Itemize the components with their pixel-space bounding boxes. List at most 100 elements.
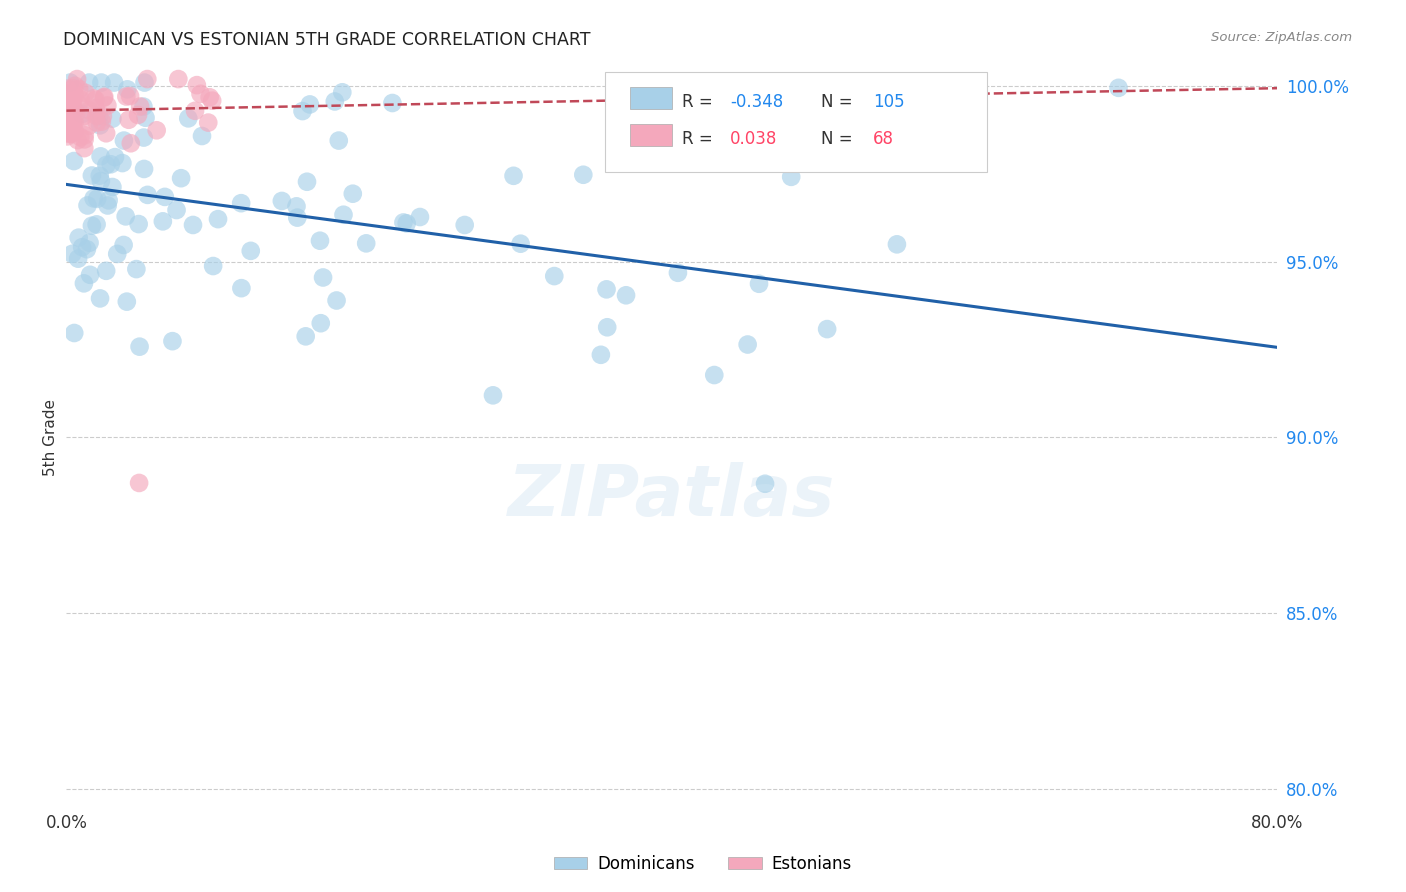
Point xyxy=(117,82,139,96)
Text: 0.038: 0.038 xyxy=(730,129,778,148)
Point xyxy=(56,93,79,107)
Point xyxy=(93,91,115,105)
Point xyxy=(103,76,125,90)
Point xyxy=(96,264,118,278)
Text: 68: 68 xyxy=(873,129,894,148)
Y-axis label: 5th Grade: 5th Grade xyxy=(44,399,58,475)
Point xyxy=(101,112,124,126)
Point xyxy=(127,108,149,122)
Point xyxy=(295,175,318,189)
Point xyxy=(323,95,346,109)
Point xyxy=(128,217,150,231)
Point xyxy=(97,194,120,208)
Point xyxy=(134,76,156,90)
Point xyxy=(77,119,100,133)
Point xyxy=(509,236,531,251)
Point xyxy=(120,89,142,103)
Point xyxy=(75,86,97,100)
Point xyxy=(56,87,79,101)
Point xyxy=(80,169,103,183)
Point xyxy=(67,82,90,96)
Point xyxy=(73,277,96,291)
Point xyxy=(198,90,221,104)
Point xyxy=(59,103,82,117)
Point xyxy=(190,87,212,101)
Point xyxy=(56,96,79,111)
Text: DOMINICAN VS ESTONIAN 5TH GRADE CORRELATION CHART: DOMINICAN VS ESTONIAN 5TH GRADE CORRELAT… xyxy=(63,31,591,49)
Point xyxy=(115,294,138,309)
Point xyxy=(120,136,142,151)
Point xyxy=(67,230,90,244)
Point xyxy=(101,180,124,194)
Point xyxy=(59,114,82,128)
Point xyxy=(69,92,91,106)
Point xyxy=(354,236,377,251)
Point xyxy=(56,129,79,144)
Point xyxy=(197,115,219,129)
Point xyxy=(56,126,79,140)
Point xyxy=(239,244,262,258)
Point xyxy=(86,218,108,232)
Point xyxy=(84,93,107,107)
Point xyxy=(111,156,134,170)
Point xyxy=(409,210,432,224)
Point xyxy=(105,247,128,261)
Point xyxy=(96,126,118,140)
Point xyxy=(128,340,150,354)
Point xyxy=(83,191,105,205)
Point xyxy=(112,134,135,148)
Point xyxy=(76,198,98,212)
Point xyxy=(153,190,176,204)
Point xyxy=(596,320,619,334)
Point xyxy=(63,104,86,119)
Point xyxy=(56,120,79,135)
Point xyxy=(80,219,103,233)
Point xyxy=(589,348,612,362)
Point xyxy=(285,211,308,225)
Point xyxy=(73,132,96,146)
Legend: Dominicans, Estonians: Dominicans, Estonians xyxy=(547,848,859,880)
Point xyxy=(132,100,155,114)
Point xyxy=(76,242,98,256)
Point xyxy=(62,81,84,95)
Point xyxy=(309,234,332,248)
Point xyxy=(392,215,415,229)
Point xyxy=(84,101,107,115)
Point xyxy=(595,282,617,296)
Point xyxy=(96,158,118,172)
Point xyxy=(58,115,80,129)
Point xyxy=(63,124,86,138)
Point xyxy=(132,161,155,176)
Point xyxy=(79,103,101,118)
Point xyxy=(332,208,354,222)
Point xyxy=(395,216,418,230)
Point xyxy=(270,194,292,208)
Point xyxy=(1108,80,1130,95)
Point xyxy=(63,154,86,169)
Point xyxy=(59,105,82,120)
Point xyxy=(145,123,167,137)
Point xyxy=(100,157,122,171)
Point xyxy=(63,78,86,93)
Point xyxy=(90,149,112,163)
Point xyxy=(231,281,253,295)
Point xyxy=(184,103,207,118)
Point xyxy=(66,72,89,87)
Point xyxy=(58,127,80,141)
Point xyxy=(162,334,184,348)
Point xyxy=(285,199,308,213)
Point xyxy=(330,85,353,99)
Point xyxy=(614,154,637,169)
Point xyxy=(543,269,565,284)
Point xyxy=(77,76,100,90)
Point xyxy=(191,128,214,143)
Point xyxy=(298,97,321,112)
Point xyxy=(129,99,152,113)
Point xyxy=(83,91,105,105)
Point xyxy=(60,127,83,141)
Point xyxy=(60,247,83,261)
Point xyxy=(703,368,725,382)
Point xyxy=(89,292,111,306)
Point xyxy=(58,122,80,136)
Point xyxy=(207,212,229,227)
